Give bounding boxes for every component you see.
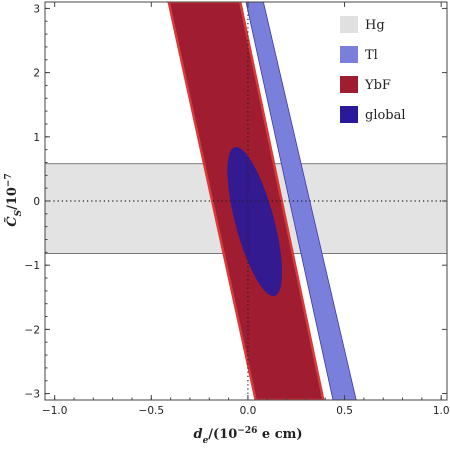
- y-tick-label: 3: [33, 3, 40, 15]
- legend-swatch-ybf: [340, 76, 358, 93]
- tl-band: [245, 2, 357, 400]
- y-axis-title: C̃S/10−7: [4, 173, 24, 227]
- x-tick-label: 1.0: [433, 405, 450, 417]
- legend-swatch-global: [340, 106, 358, 123]
- plot-area: [45, 2, 447, 400]
- y-tick-label: 1: [33, 132, 40, 144]
- legend-swatch-tl: [340, 46, 358, 63]
- y-tick-label: −1: [25, 260, 40, 272]
- y-tick-label: 0: [33, 196, 40, 208]
- legend-label-global: global: [365, 108, 406, 123]
- legend-label-hg: Hg: [365, 18, 385, 33]
- x-axis-title: de/(10−26 e cm): [193, 426, 302, 446]
- legend-label-tl: Tl: [365, 48, 378, 63]
- y-tick-label: −2: [25, 324, 40, 336]
- global-ellipse: [227, 146, 283, 297]
- x-tick-label: −0.5: [139, 405, 165, 417]
- y-tick-label: 2: [33, 68, 40, 80]
- axes: −1.0 −0.5 0.0 0.5 1.0 −3 −2 −1 0 1 2 3: [25, 1, 450, 417]
- legend-label-ybf: YbF: [364, 78, 391, 93]
- legend: Hg Tl YbF global: [340, 16, 406, 123]
- x-tick-label: −1.0: [42, 405, 68, 417]
- x-tick-label: 0.0: [240, 405, 257, 417]
- x-tick-label: 0.5: [336, 405, 353, 417]
- legend-swatch-hg: [340, 16, 358, 33]
- y-tick-label: −3: [25, 389, 40, 401]
